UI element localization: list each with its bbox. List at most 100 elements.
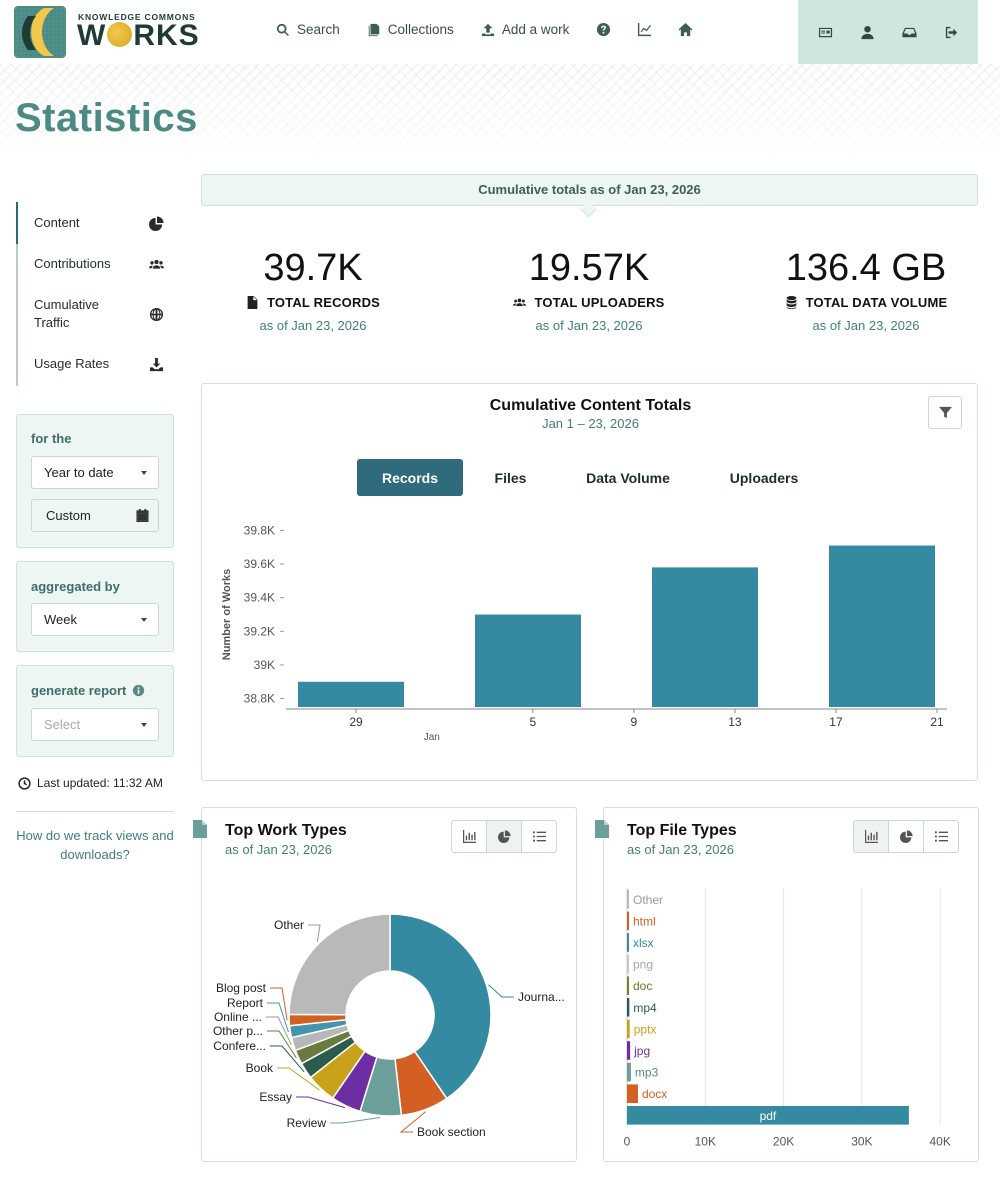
file-type-bar[interactable] <box>627 1062 631 1082</box>
pie-slice[interactable] <box>288 913 391 1016</box>
bar-label: docx <box>642 1087 667 1101</box>
sidebar-menu: Content Contributions Cumulative Traffic… <box>16 202 174 386</box>
bar-label: xlsx <box>633 936 654 950</box>
bar-label: jpg <box>633 1044 650 1058</box>
view-bar-button[interactable] <box>853 820 889 853</box>
pie-leader-line <box>330 1117 381 1124</box>
sidebar-item-content[interactable]: Content <box>34 214 164 232</box>
logo-mark-icon <box>14 6 66 58</box>
y-tick-label: 39.4K <box>244 591 275 605</box>
x-tick-label: 5 <box>529 715 536 729</box>
custom-range-button[interactable]: Custom <box>31 499 159 532</box>
sidebar-item-cumulative-traffic[interactable]: Cumulative Traffic <box>34 296 164 332</box>
x-tick-label: 0 <box>624 1135 631 1149</box>
logout-icon[interactable] <box>944 25 959 40</box>
nav-collections[interactable]: Collections <box>367 22 454 37</box>
tab-data-volume[interactable]: Data Volume <box>586 469 670 486</box>
info-icon[interactable] <box>132 684 145 697</box>
cumulative-totals-banner: Cumulative totals as of Jan 23, 2026 <box>201 174 978 206</box>
aggregation-label-text: aggregated by <box>31 579 120 594</box>
pie-label: Report <box>227 996 264 1010</box>
file-type-bar[interactable] <box>627 911 629 931</box>
view-bar-button[interactable] <box>451 820 487 853</box>
pie-label: Book <box>246 1061 274 1075</box>
stat-label: TOTAL RECORDS <box>193 295 433 310</box>
pie-chart-icon <box>497 830 511 843</box>
file-type-bar[interactable] <box>627 1041 631 1060</box>
chevron-down-icon <box>141 722 147 727</box>
globe-icon <box>149 307 164 321</box>
pie-label: Other <box>274 918 304 932</box>
stat-label-text: TOTAL DATA VOLUME <box>805 295 948 310</box>
nav-add-work[interactable]: Add a work <box>481 22 569 37</box>
file-type-bar[interactable] <box>627 1084 638 1103</box>
stat-total-data-volume: 136.4 GB TOTAL DATA VOLUME as of Jan 23,… <box>746 246 986 333</box>
work-types-subtitle: as of Jan 23, 2026 <box>225 842 332 857</box>
tab-records[interactable]: Records <box>357 459 463 496</box>
y-tick-label: 39.8K <box>244 523 275 537</box>
tab-files[interactable]: Files <box>494 469 527 486</box>
bar[interactable] <box>652 567 758 707</box>
user-icon[interactable] <box>860 25 875 40</box>
file-type-bar[interactable] <box>627 890 629 909</box>
file-types-subtitle: as of Jan 23, 2026 <box>627 842 734 857</box>
pie-label: Book section <box>417 1125 486 1139</box>
work-types-title: Top Work Types <box>225 822 347 839</box>
site-logo[interactable]: KNOWLEDGE COMMONS W RKS <box>14 6 214 58</box>
work-types-header: Top Work Types as of Jan 23, 2026 <box>225 822 347 857</box>
pie-label: Essay <box>259 1090 292 1104</box>
pie-leader-line <box>266 1016 292 1045</box>
x-tick-label: 21 <box>930 715 944 729</box>
pie-chart-icon <box>899 830 913 843</box>
tab-uploaders[interactable]: Uploaders <box>729 469 799 486</box>
stat-date: as of Jan 23, 2026 <box>259 318 367 333</box>
aggregation-select[interactable]: Week <box>31 603 159 636</box>
pie-label: Confere... <box>213 1039 266 1053</box>
track-views-link[interactable]: How do we track views and downloads? <box>16 828 174 862</box>
nav-stats[interactable] <box>637 22 652 37</box>
y-axis-label: Number of Works <box>221 569 233 660</box>
file-type-bar[interactable] <box>627 1019 630 1039</box>
nav-search-label: Search <box>297 22 340 37</box>
users-icon <box>513 298 527 307</box>
view-list-button[interactable] <box>521 820 557 853</box>
pie-slice[interactable] <box>389 913 492 1100</box>
user-toolbar <box>798 0 978 64</box>
bar[interactable] <box>829 545 935 707</box>
file-type-bar[interactable] <box>627 976 629 995</box>
profile-card-icon[interactable] <box>818 25 833 40</box>
chevron-down-icon <box>141 470 147 475</box>
file-types-title: Top File Types <box>627 822 737 839</box>
filter-icon <box>938 406 952 419</box>
x-tick-label: 10K <box>695 1135 716 1149</box>
x-sublabel: Jan <box>424 732 440 743</box>
bar[interactable] <box>475 614 581 708</box>
pie-chart-icon <box>149 215 164 231</box>
sidebar-item-contributions[interactable]: Contributions <box>34 255 164 273</box>
y-tick-label: 39.6K <box>244 557 275 571</box>
sidebar-item-label: Cumulative Traffic <box>34 297 100 330</box>
view-pie-button[interactable] <box>888 820 924 853</box>
nav-search[interactable]: Search <box>276 22 340 37</box>
inbox-icon[interactable] <box>901 25 917 40</box>
nav-home[interactable] <box>678 22 693 37</box>
file-type-bar[interactable] <box>627 998 630 1017</box>
pie-leader-line <box>267 1002 289 1033</box>
work-types-donut-chart: Journa... Book section Review Essay Book Conf… <box>213 913 565 1139</box>
bar[interactable] <box>298 681 404 707</box>
file-type-bar[interactable] <box>627 1106 909 1125</box>
bar-label: png <box>633 958 653 972</box>
report-select[interactable]: Select <box>31 708 159 741</box>
period-select[interactable]: Year to date <box>31 456 159 489</box>
stat-date: as of Jan 23, 2026 <box>535 318 643 333</box>
download-icon <box>149 357 164 371</box>
sidebar-item-usage-rates[interactable]: Usage Rates <box>34 355 164 373</box>
view-list-button[interactable] <box>923 820 959 853</box>
chart-filter-button[interactable] <box>928 396 962 429</box>
x-tick-label: 20K <box>773 1135 794 1149</box>
nav-help[interactable] <box>596 22 611 37</box>
document-icon <box>193 820 207 838</box>
file-type-bar[interactable] <box>627 954 629 974</box>
file-type-bar[interactable] <box>627 933 629 952</box>
view-pie-button[interactable] <box>486 820 522 853</box>
